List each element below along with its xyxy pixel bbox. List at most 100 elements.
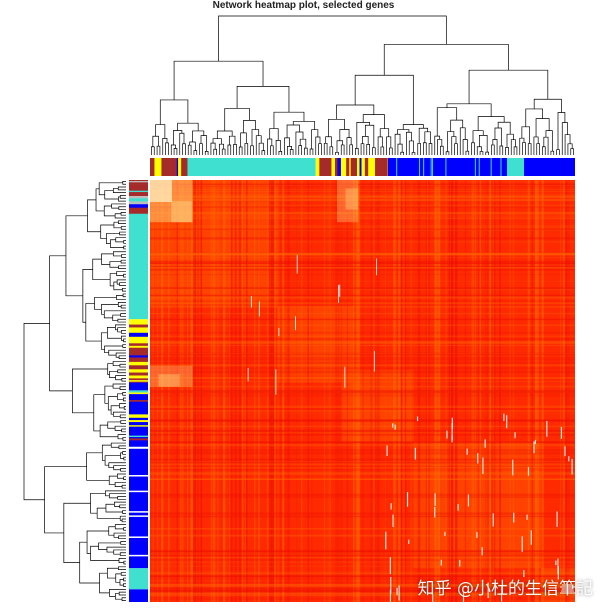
heatmap-white-mark [416, 416, 419, 422]
dendrogram-branch [323, 142, 328, 155]
heatmap-streak [234, 180, 237, 602]
dendrogram-branch [122, 397, 126, 402]
dendrogram-branch [258, 142, 264, 155]
heatmap-streak [150, 405, 575, 407]
heatmap-white-mark [337, 284, 339, 303]
heatmap-streak [393, 180, 396, 602]
column-module-stripe [183, 158, 188, 176]
dendrogram-branch [328, 118, 345, 137]
dendrogram-branch [329, 146, 334, 155]
row-module-stripe [129, 417, 148, 421]
column-module-stripe [349, 158, 351, 176]
column-module-stripe [164, 158, 169, 176]
dendrogram-branch [118, 566, 126, 570]
heatmap-streak [479, 180, 482, 602]
dendrogram-branch [100, 332, 108, 350]
heatmap-white-mark [487, 582, 489, 599]
heatmap-streak [404, 180, 407, 602]
dendrogram-branch [121, 484, 126, 489]
heatmap-streak [150, 462, 575, 466]
row-module-segment [129, 213, 148, 320]
heatmap-hotspot [345, 188, 359, 210]
dendrogram-branch [123, 456, 126, 461]
dendrogram-branch [123, 476, 126, 480]
row-module-stripe [129, 397, 148, 401]
dendrogram-branch [108, 462, 126, 469]
heatmap-streak [535, 180, 538, 602]
column-module-stripe [423, 158, 425, 176]
row-module-stripe [129, 437, 148, 439]
dendrogram-branch [173, 60, 264, 100]
dendrogram-branch [120, 420, 126, 424]
heatmap-streak [150, 576, 575, 577]
column-module-segment [388, 158, 507, 176]
row-module-stripe [129, 369, 148, 373]
dendrogram-branch [112, 314, 121, 322]
heatmap-streak [150, 370, 575, 373]
heatmap-streak [150, 253, 575, 256]
heatmap-white-mark [459, 559, 461, 567]
heatmap-streak [150, 587, 575, 590]
heatmap-streak [400, 180, 403, 602]
dendrogram-branch [377, 136, 383, 155]
row-module-stripe [129, 192, 148, 197]
heatmap-streak [541, 180, 544, 602]
heatmap-matrix [150, 180, 575, 611]
heatmap-streak [491, 180, 494, 602]
heatmap-streak [150, 462, 575, 465]
heatmap-streak [150, 252, 575, 254]
column-module-stripe [321, 158, 326, 176]
column-module-stripe [324, 158, 329, 176]
heatmap-streak [512, 180, 515, 602]
row-module-stripe [129, 515, 148, 517]
heatmap-streak [150, 561, 575, 563]
dendrogram-branch [379, 128, 390, 137]
heatmap-streak [150, 341, 575, 344]
dendrogram-branch [383, 44, 509, 76]
heatmap-white-mark [556, 511, 558, 527]
dendrogram-branch [428, 143, 433, 155]
dendrogram-branch [465, 150, 470, 155]
heatmap-streak [150, 597, 575, 600]
dendrogram-branch [513, 146, 518, 155]
dendrogram-branch [114, 213, 126, 219]
dendrogram-branch [101, 253, 114, 265]
heatmap-streak [150, 434, 575, 436]
heatmap-streak [150, 575, 575, 578]
dendrogram-branch [116, 279, 126, 285]
heatmap-streak [190, 180, 193, 602]
heatmap-streak [150, 458, 575, 460]
heatmap-streak [150, 441, 575, 444]
heatmap-white-mark [568, 456, 570, 462]
heatmap-streak [150, 585, 575, 588]
heatmap-streak [244, 180, 247, 602]
dendrogram-branch [570, 148, 574, 155]
heatmap-streak [411, 180, 413, 602]
dendrogram-branch [450, 119, 464, 132]
heatmap-streak [266, 180, 268, 602]
dendrogram-branch [400, 151, 404, 155]
dendrogram-branch [117, 318, 126, 323]
row-module-stripe [129, 425, 148, 427]
dendrogram-branch [336, 104, 375, 120]
dendrogram-branch [492, 139, 498, 155]
heatmap-streak [536, 180, 540, 602]
dendrogram-branch [287, 146, 293, 155]
dendrogram-branch [113, 411, 126, 417]
row-module-stripe [129, 321, 148, 325]
dendrogram-branch [113, 281, 123, 291]
heatmap-streak [509, 180, 511, 602]
heatmap-white-mark [344, 366, 346, 388]
column-module-stripe [478, 158, 480, 176]
row-module-stripe [129, 382, 148, 387]
column-module-stripe [334, 158, 338, 176]
chart-title: Network heatmap plot, selected genes [212, 0, 395, 11]
dendrogram-branch [63, 502, 91, 563]
heatmap-streak [213, 180, 216, 602]
dendrogram-branch [115, 352, 126, 358]
column-module-stripe [361, 158, 366, 176]
dendrogram-branch [251, 129, 260, 146]
dendrogram-branch [521, 126, 531, 144]
heatmap-streak [150, 377, 575, 379]
heatmap-streak [150, 194, 575, 197]
